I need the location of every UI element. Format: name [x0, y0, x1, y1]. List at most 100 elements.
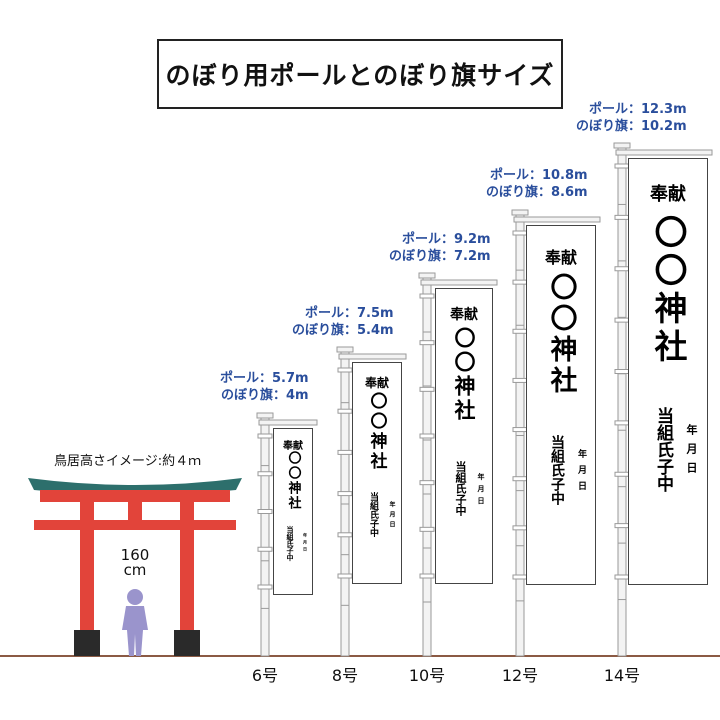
flag-length-label: のぼり旗：7.2m	[389, 249, 491, 264]
spec-6号: ポール：5.7m のぼり旗：4m	[220, 370, 309, 404]
torii-right-base	[174, 630, 200, 656]
spec-10号: ポール：9.2m のぼり旗：7.2m	[389, 231, 491, 265]
spec-14号: ポール：12.3m のぼり旗：10.2m	[576, 101, 687, 135]
flag-shrine-text: 〇〇神社	[649, 215, 688, 367]
pole-ring	[512, 476, 528, 482]
pole-shaft	[260, 417, 270, 657]
pole-ring	[419, 386, 435, 392]
pole-ring	[257, 584, 273, 590]
pole-ring	[257, 509, 273, 514]
pole-ring	[512, 525, 528, 531]
person-height-unit: cm	[123, 561, 147, 579]
flag-shrine-text: 〇〇神社	[545, 273, 577, 397]
pole-ring	[614, 471, 630, 477]
nobori-flag: 奉献 〇〇神社 当組氏子中 年月日	[435, 288, 493, 584]
flag-length-label: のぼり旗：5.4m	[292, 323, 394, 338]
pole-arm	[258, 419, 318, 426]
pole-ring	[419, 293, 435, 299]
flag-date-text: 年月日	[685, 424, 698, 481]
flag-offering-text: 奉献	[283, 441, 303, 452]
flag-shrine-text: 〇〇神社	[285, 451, 301, 511]
pole-ring	[512, 427, 528, 433]
spec-12号: ポール：10.8m のぼり旗：8.6m	[486, 167, 588, 201]
size-label: 6号	[251, 666, 279, 685]
torii-lower-beam	[34, 520, 236, 530]
pole-ring	[337, 491, 353, 497]
flag-sponsor-text: 当組氏子中	[454, 461, 467, 516]
pole-shaft	[422, 277, 432, 657]
flag-date-text: 年月日	[576, 449, 586, 497]
pole-length-label: ポール：7.5m	[305, 306, 394, 321]
flag-sponsor-text: 当組氏子中	[368, 492, 378, 537]
pole-ring	[512, 230, 528, 236]
torii-left-pillar	[80, 500, 94, 630]
pole-ring	[614, 214, 630, 220]
pole-ring	[337, 532, 353, 538]
pole-ring	[419, 573, 435, 579]
pole-cap	[613, 142, 631, 149]
pole-ring	[419, 433, 435, 439]
pole-cap	[511, 209, 529, 216]
nobori-flag: 奉献〇〇神社当組氏子中 年月日	[628, 158, 708, 585]
pole-ring	[614, 369, 630, 374]
pole-length-label: ポール：9.2m	[402, 232, 491, 247]
pole-length-label: ポール：10.8m	[489, 168, 588, 183]
pole-ring	[419, 526, 435, 532]
pole-cap	[418, 272, 436, 279]
pole-5	[613, 142, 713, 657]
pole-ring	[337, 449, 353, 455]
flag-sponsor-text: 当組氏子中	[653, 407, 673, 492]
pole-ring	[614, 163, 630, 169]
flag-offering-text: 奉献	[650, 184, 686, 205]
size-label: 14号	[603, 666, 641, 685]
pole-cap	[336, 346, 354, 353]
flag-date-text: 年月日	[303, 533, 308, 554]
pole-ring	[337, 367, 353, 373]
pole-arm	[513, 216, 601, 223]
flag-length-label: のぼり旗：4m	[220, 388, 309, 403]
pole-2	[336, 346, 407, 657]
pole-ring	[257, 433, 273, 439]
person-silhouette	[122, 589, 148, 656]
torii-left-base	[74, 630, 100, 656]
pole-ring	[512, 279, 528, 285]
pole-ring	[337, 408, 353, 414]
pole-ring	[614, 523, 630, 529]
pole-ring	[257, 546, 273, 552]
pole-ring	[419, 340, 435, 346]
pole-length-label: ポール：12.3m	[589, 102, 687, 117]
flag-offering-text: 奉献	[544, 248, 577, 267]
pole-ring	[512, 377, 528, 383]
torii-right-pillar	[180, 500, 194, 630]
flag-shrine-text: 〇〇神社	[366, 392, 387, 472]
pole-arm	[615, 149, 713, 156]
flag-date-text: 年月日	[388, 501, 395, 531]
pole-ring	[337, 573, 353, 579]
pole-4	[511, 209, 601, 657]
nobori-flag: 奉献〇〇神社当組氏子中 年月日	[352, 362, 402, 584]
pole-ring	[614, 266, 630, 272]
pole-ring	[257, 471, 273, 477]
pole-3	[418, 272, 498, 657]
flag-offering-text: 奉献	[450, 307, 478, 323]
person-height-value: 160	[120, 546, 150, 564]
pole-length-label: ポール：5.7m	[220, 371, 309, 386]
pole-ring	[512, 328, 528, 334]
flag-length-label: のぼり旗：8.6m	[486, 185, 588, 200]
person-height-label: 160 cm	[118, 548, 152, 578]
flag-length-label: のぼり旗：10.2m	[576, 119, 687, 134]
torii-height-caption: 鳥居高さイメージ:約４ｍ	[54, 454, 202, 469]
pole-1	[256, 412, 318, 657]
pole-cap	[256, 412, 274, 419]
size-label: 8号	[331, 666, 359, 685]
torii-center-strut	[128, 502, 142, 520]
pole-shaft	[617, 147, 627, 657]
pole-arm	[420, 279, 498, 286]
nobori-flag: 奉献 〇〇神社 当組氏子中 年月日	[273, 428, 313, 595]
flag-offering-text: 奉献	[364, 376, 389, 390]
pole-ring	[512, 574, 528, 580]
pole-ring	[419, 480, 435, 486]
torii-gate	[28, 478, 242, 656]
